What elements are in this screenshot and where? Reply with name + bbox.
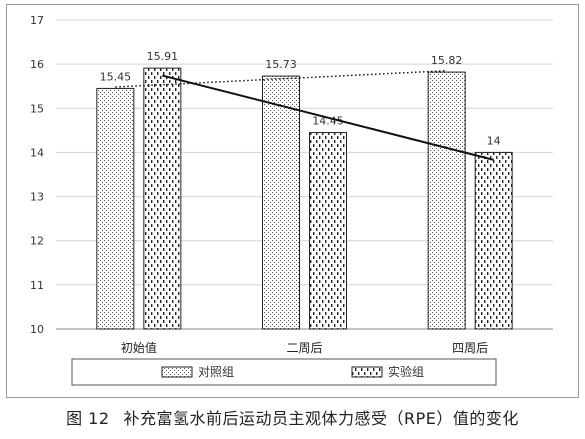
y-tick-label: 12: [30, 235, 44, 248]
chart-frame: [6, 4, 579, 398]
legend-label: 对照组: [198, 365, 234, 379]
x-tick-label: 二周后: [286, 341, 322, 355]
legend-label: 实验组: [388, 364, 424, 379]
y-tick-label: 17: [30, 14, 44, 27]
bar-control: [427, 71, 466, 330]
bar-experiment: [143, 67, 182, 330]
y-tick-label: 11: [30, 279, 44, 292]
y-tick-label: 15: [30, 102, 44, 115]
legend-box: [71, 358, 497, 386]
x-tick-label: 四周后: [452, 341, 488, 355]
data-label: 15.73: [265, 58, 297, 71]
bar-experiment: [309, 132, 347, 330]
figure-caption: 图 12 补充富氢水前后运动员主观体力感受（RPE）值的变化: [0, 405, 585, 429]
y-tick-label: 14: [30, 146, 44, 159]
y-tick-label: 10: [30, 323, 44, 336]
data-label: 15.91: [147, 50, 179, 63]
y-tick-label: 16: [30, 58, 44, 71]
bar-control: [96, 87, 135, 330]
y-tick-label: 13: [30, 191, 44, 204]
data-label: 15.45: [100, 70, 132, 83]
data-label: 14.45: [312, 115, 344, 128]
bar-experiment: [474, 151, 513, 330]
data-label: 15.82: [431, 54, 463, 67]
trendline-experiment: [162, 74, 494, 161]
data-label: 14: [487, 134, 501, 147]
caption-number: 图 12: [66, 409, 110, 428]
legend-swatch: [161, 366, 193, 378]
x-tick-label: 初始值: [121, 340, 157, 355]
legend-swatch: [351, 366, 383, 378]
trendline-control: [115, 69, 447, 88]
caption-text: 补充富氢水前后运动员主观体力感受（RPE）值的变化: [123, 409, 519, 428]
chart: 10 11 12 13 14 15 16 17 初始值 二周后 四周后 15.45 15.91 15.7…: [30, 14, 553, 386]
bar-control: [262, 75, 300, 330]
